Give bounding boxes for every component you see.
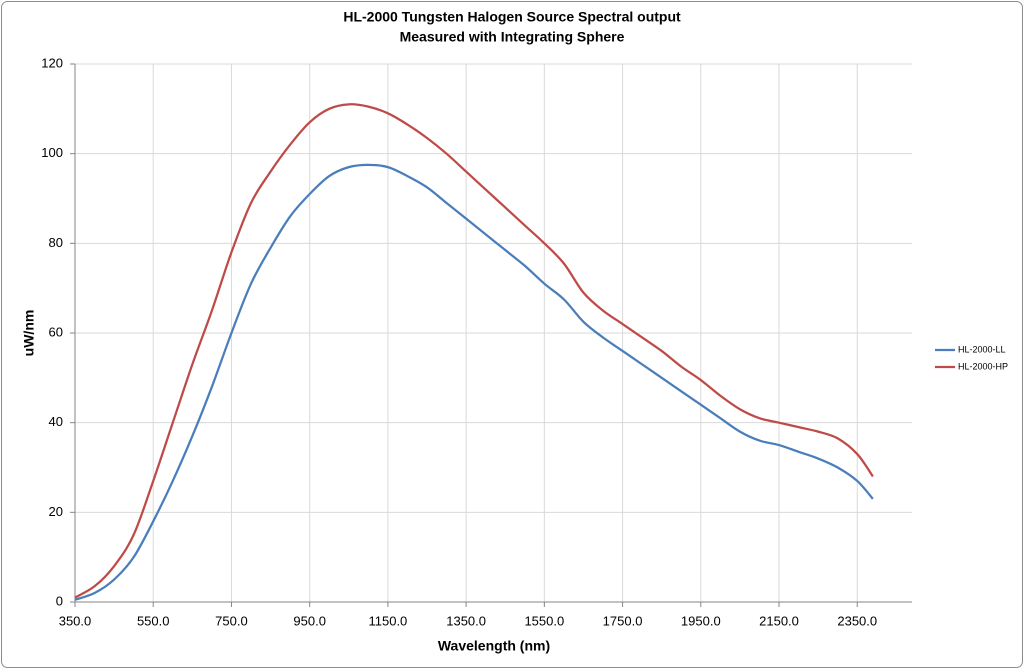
y-tick-label: 80 [49,235,63,250]
y-tick-label: 20 [49,504,63,519]
x-tick-label: 750.0 [215,613,248,628]
y-tick-label: 60 [49,324,63,339]
x-tick-label: 1350.0 [446,613,486,628]
x-tick-label: 950.0 [293,613,326,628]
line-series [74,103,874,599]
x-tick-label: 550.0 [137,613,170,628]
x-axis-title: Wavelength (nm) [438,638,550,654]
x-tick-label: 2150.0 [759,613,799,628]
x-tick-label: 1750.0 [603,613,643,628]
chart-title: HL-2000 Tungsten Halogen Source Spectral… [343,9,681,25]
y-tick-label: 100 [41,145,63,160]
x-tick-label: 1950.0 [681,613,721,628]
legend-label: HL-2000-LL [958,344,1006,354]
x-tick-label: 2350.0 [837,613,877,628]
x-tick-label: 1550.0 [524,613,564,628]
x-tick-label: 350.0 [59,613,92,628]
legend-label: HL-2000-HP [958,361,1008,371]
x-tick-label: 1150.0 [368,613,407,628]
y-axis-title: uW/nm [21,310,37,357]
y-tick-label: 120 [41,55,63,70]
y-tick-label: 40 [49,414,63,429]
line-series [74,163,874,601]
y-tick-label: 0 [56,593,63,608]
chart-subtitle: Measured with Integrating Sphere [400,29,625,45]
